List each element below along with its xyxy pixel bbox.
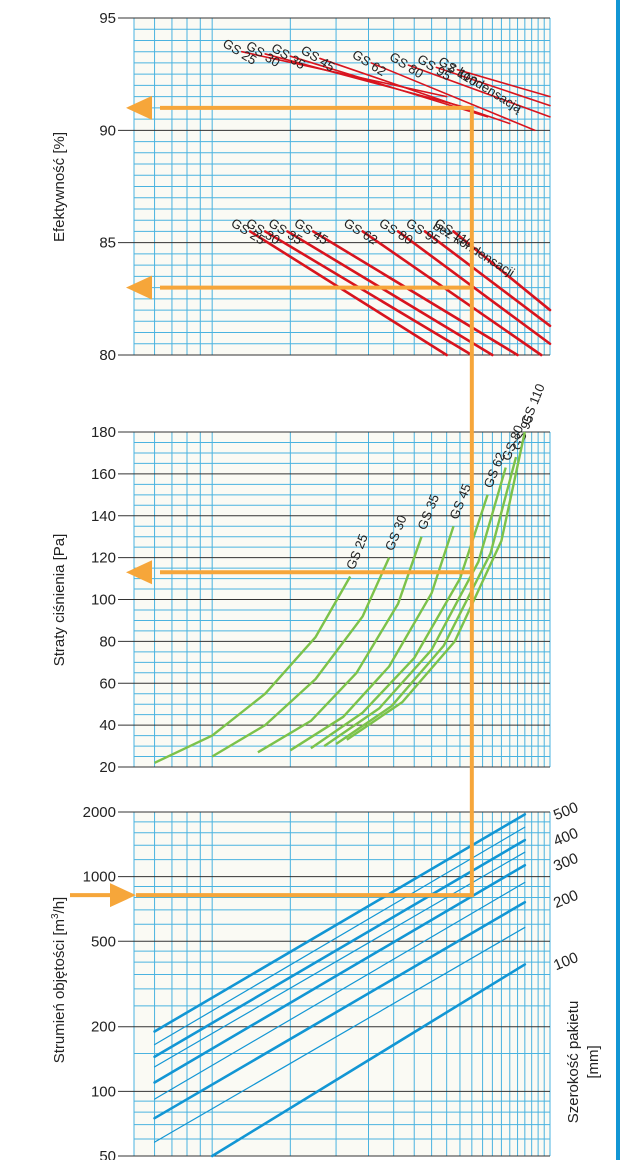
pressure-curve-label: GS 110 [518,382,548,428]
flow-tick-label: 50 [99,1148,116,1160]
efficiency-tick-label: 85 [99,235,116,252]
flow-line [153,926,526,1143]
flow-y-label-sup: 3 [50,913,61,919]
pressure-tick-label: 120 [91,550,116,567]
pressure-arrow-head [126,560,152,585]
pressure-tick-label: 80 [99,633,116,650]
pressure-tick-label: 180 [91,424,116,441]
arrow-layer [70,95,474,908]
pressure-curve [154,575,352,764]
flow-line [153,851,526,1068]
flow-tick-label: 100 [91,1083,116,1100]
package-width-unit: [mm] [585,1045,602,1078]
efficiency-line [423,230,552,328]
flow-panel-bg [134,812,550,1156]
flow-y-label-main: Strumień objętości [m [51,919,68,1063]
efficiency-tick-label: 80 [99,347,116,364]
flow-tick-label: 2000 [83,804,116,821]
package-width-label: Szerokość pakietu [565,1001,582,1124]
flow-line [153,881,526,1100]
pressure-tick-label: 140 [91,508,116,525]
flow-line [210,963,527,1158]
efficiency-line [396,230,552,346]
efficiency-tick-label: 90 [99,122,116,139]
flow-y-label-tail: /h] [51,897,68,914]
pressure-curve [211,557,391,758]
efficiency-tick-label: 95 [99,10,116,27]
flow-entry-arrow-head [110,883,136,908]
package-width-tick: 500 [551,799,581,824]
flow-line [153,900,527,1120]
pressure-tick-label: 20 [99,759,116,776]
pressure-tick-label: 60 [99,675,116,692]
efficiency-line [452,230,552,312]
flow-tick-label: 1000 [83,869,116,886]
efficiency-line [248,230,448,357]
efficiency-line [240,50,448,98]
package-width-tick: 100 [551,949,581,974]
efficiency-line [361,230,543,357]
flow-tick-label: 500 [91,933,116,950]
grid-layer: 80 85 90 95 20 40 60 80 100 120 140 160 180 50 100 200 5… [83,10,551,1165]
package-width-tick: 300 [551,850,581,875]
pressure-tick-label: 40 [99,717,116,734]
efficiency-line [311,230,519,357]
pressure-curve [346,431,526,741]
efficiency-line [456,68,551,98]
pressure-curve [323,467,507,748]
flow-y-label: Strumień objętości [m3/h] [50,897,68,1063]
pressure-curve [257,536,423,754]
pressure-y-label: Straty ciśnienia [Pa] [51,534,68,667]
package-width-tick: 200 [551,887,581,912]
flow-line [153,838,527,1059]
flow-tick-label: 200 [91,1019,116,1036]
efficiency-arrow-head-upper [126,95,152,120]
right-border [616,0,620,1160]
efficiency-arrow-head-lower [126,275,152,300]
efficiency-line [263,230,474,357]
pressure-curve [335,456,518,745]
efficiency-y-label: Efektywność [%] [51,132,68,242]
efficiency-line [407,64,551,118]
flow-line [153,863,527,1084]
efficiency-line [370,62,536,132]
pressure-curve [310,494,489,750]
package-width-tick: 400 [551,825,581,850]
efficiency-line [319,57,511,125]
efficiency-line [435,66,551,107]
flow-line [153,813,527,1033]
pressure-tick-label: 100 [91,592,116,609]
efficiency-line [264,53,469,109]
pressure-tick-label: 160 [91,466,116,483]
flow-line [153,826,526,1046]
efficiency-line [286,230,494,357]
